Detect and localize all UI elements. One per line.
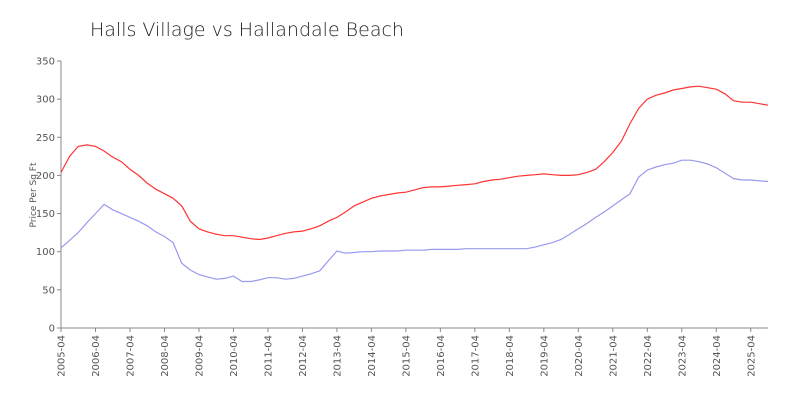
x-tick-label: 2021-04 [608, 335, 619, 377]
series-line [60, 159, 769, 283]
y-tick-label: 200 [36, 171, 55, 182]
y-tick-label: 50 [42, 285, 55, 296]
x-tick-label: 2014-04 [367, 335, 378, 377]
x-tick-label: 2006-04 [91, 335, 102, 377]
y-tick-label: 300 [36, 95, 55, 106]
x-tick-label: 2019-04 [539, 335, 550, 377]
x-tick-label: 2016-04 [436, 335, 447, 377]
y-tick-label: 150 [36, 209, 55, 220]
x-tick-label: 2023-04 [677, 335, 688, 377]
x-tick-label: 2010-04 [229, 335, 240, 377]
y-tick-label: 250 [36, 133, 55, 144]
x-tick-label: 2017-04 [470, 335, 481, 377]
y-tick-label: 0 [49, 324, 55, 335]
x-tick-label: 2015-04 [401, 335, 412, 377]
y-tick-label: 350 [36, 57, 55, 68]
x-tick-label: 2022-04 [643, 335, 654, 377]
x-tick-label: 2018-04 [505, 335, 516, 377]
x-tick-label: 2024-04 [712, 335, 723, 377]
y-tick-label: 100 [36, 247, 55, 258]
series-line [60, 85, 769, 241]
x-tick-label: 2020-04 [574, 335, 585, 377]
chart-title: Halls Village vs Hallandale Beach [90, 19, 404, 41]
x-tick-label: 2013-04 [332, 335, 343, 377]
y-axis-title: Price Per Sq Ft [29, 162, 39, 227]
x-tick-label: 2011-04 [263, 335, 274, 377]
x-tick-label: 2012-04 [298, 335, 309, 377]
x-tick-label: 2005-04 [57, 335, 68, 377]
x-tick-label: 2025-04 [746, 335, 757, 377]
x-tick-label: 2009-04 [194, 335, 205, 377]
x-tick-label: 2007-04 [125, 335, 136, 377]
x-tick-label: 2008-04 [160, 335, 171, 377]
